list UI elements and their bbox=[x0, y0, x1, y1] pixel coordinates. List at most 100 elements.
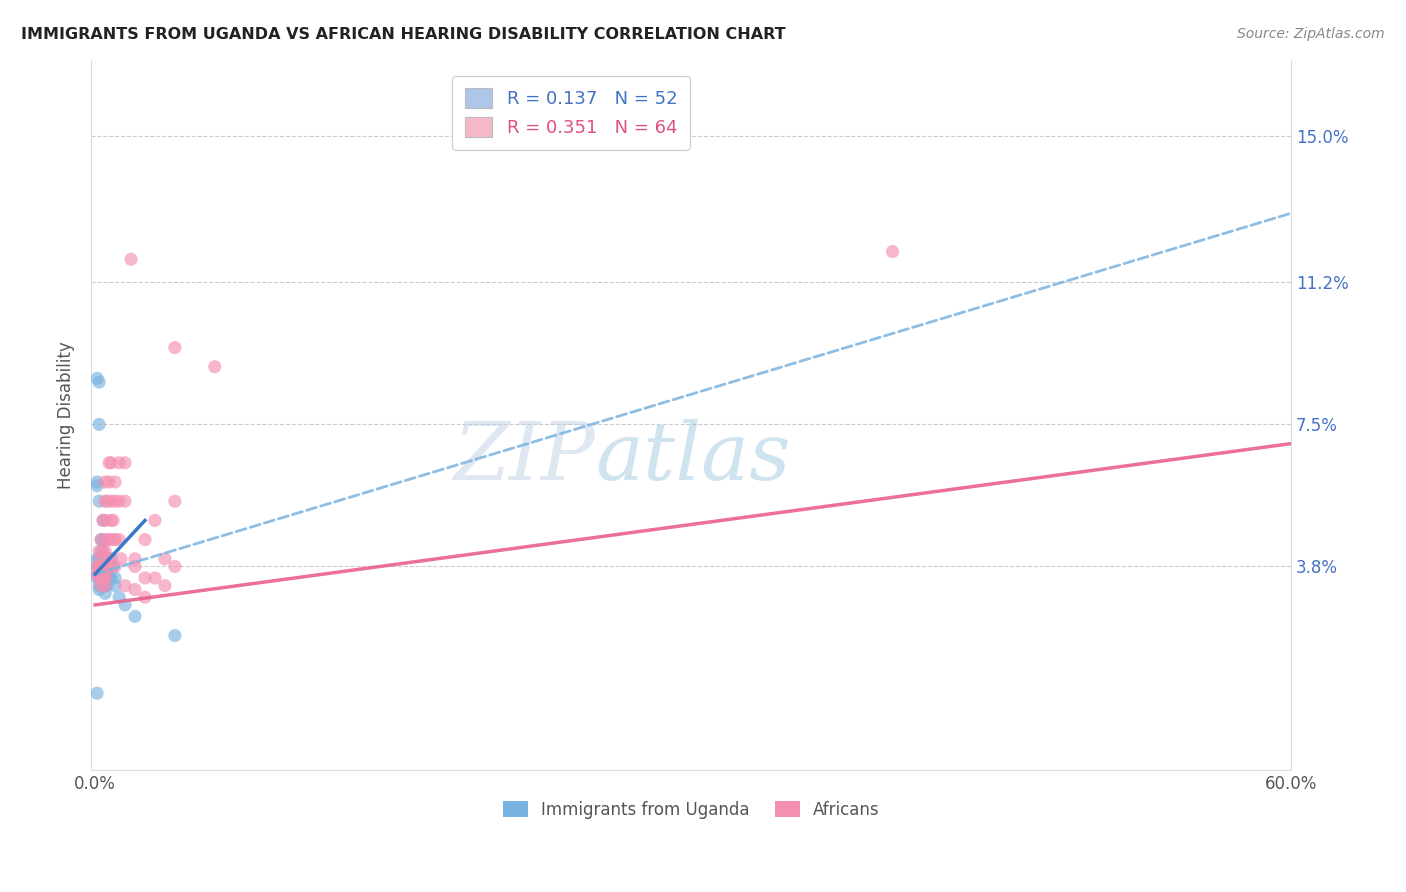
Point bbox=[153, 579, 176, 593]
Point bbox=[114, 494, 136, 508]
Point bbox=[114, 456, 136, 470]
Point bbox=[96, 559, 118, 574]
Point bbox=[98, 475, 121, 489]
Point bbox=[98, 559, 121, 574]
Point bbox=[100, 494, 122, 508]
Point bbox=[90, 551, 112, 566]
Point bbox=[100, 456, 122, 470]
Point bbox=[96, 579, 118, 593]
Point bbox=[91, 559, 114, 574]
Point bbox=[90, 571, 112, 585]
Point bbox=[163, 494, 186, 508]
Point bbox=[104, 559, 127, 574]
Point bbox=[124, 582, 146, 597]
Point bbox=[86, 371, 108, 385]
Y-axis label: Hearing Disability: Hearing Disability bbox=[58, 341, 75, 489]
Point bbox=[100, 513, 122, 527]
Point bbox=[94, 494, 117, 508]
Point bbox=[94, 567, 117, 582]
Point bbox=[86, 475, 108, 489]
Point bbox=[89, 544, 111, 558]
Point bbox=[104, 571, 127, 585]
Point bbox=[94, 571, 117, 585]
Point bbox=[91, 513, 114, 527]
Point bbox=[90, 559, 112, 574]
Point bbox=[90, 579, 112, 593]
Point bbox=[94, 551, 117, 566]
Point bbox=[101, 533, 124, 547]
Point bbox=[86, 479, 108, 493]
Point bbox=[94, 571, 117, 585]
Point bbox=[153, 551, 176, 566]
Point bbox=[86, 567, 108, 582]
Point bbox=[91, 533, 114, 547]
Point bbox=[94, 544, 117, 558]
Point bbox=[96, 571, 118, 585]
Point bbox=[86, 551, 108, 566]
Point bbox=[124, 551, 146, 566]
Point bbox=[98, 571, 121, 585]
Point bbox=[96, 559, 118, 574]
Point bbox=[94, 559, 117, 574]
Point bbox=[124, 559, 146, 574]
Point bbox=[89, 571, 111, 585]
Point bbox=[91, 571, 114, 585]
Point bbox=[89, 417, 111, 432]
Point bbox=[98, 559, 121, 574]
Point bbox=[89, 559, 111, 574]
Point bbox=[134, 533, 156, 547]
Point bbox=[104, 579, 127, 593]
Point bbox=[91, 559, 114, 574]
Point bbox=[89, 494, 111, 508]
Point bbox=[89, 567, 111, 582]
Point bbox=[143, 513, 166, 527]
Text: Source: ZipAtlas.com: Source: ZipAtlas.com bbox=[1237, 27, 1385, 41]
Point bbox=[86, 559, 108, 574]
Point bbox=[100, 571, 122, 585]
Point bbox=[89, 551, 111, 566]
Point bbox=[90, 544, 112, 558]
Point bbox=[86, 559, 108, 574]
Point bbox=[96, 494, 118, 508]
Point bbox=[90, 567, 112, 582]
Point bbox=[90, 571, 112, 585]
Point bbox=[108, 494, 131, 508]
Point bbox=[108, 533, 131, 547]
Text: ZIP: ZIP bbox=[453, 418, 595, 496]
Point bbox=[94, 579, 117, 593]
Point bbox=[114, 598, 136, 612]
Point bbox=[124, 609, 146, 624]
Text: atlas: atlas bbox=[595, 418, 790, 496]
Point bbox=[96, 551, 118, 566]
Point bbox=[89, 375, 111, 389]
Point bbox=[101, 513, 124, 527]
Point bbox=[90, 533, 112, 547]
Point bbox=[120, 252, 142, 267]
Point bbox=[86, 686, 108, 700]
Point bbox=[100, 559, 122, 574]
Point bbox=[98, 533, 121, 547]
Point bbox=[86, 571, 108, 585]
Point bbox=[96, 533, 118, 547]
Point bbox=[104, 494, 127, 508]
Point bbox=[91, 513, 114, 527]
Point bbox=[104, 533, 127, 547]
Point bbox=[882, 244, 904, 259]
Point bbox=[89, 582, 111, 597]
Point bbox=[100, 551, 122, 566]
Point bbox=[90, 551, 112, 566]
Point bbox=[134, 591, 156, 605]
Point bbox=[91, 579, 114, 593]
Point bbox=[91, 544, 114, 558]
Point bbox=[94, 567, 117, 582]
Point bbox=[89, 559, 111, 574]
Point bbox=[108, 591, 131, 605]
Point bbox=[90, 559, 112, 574]
Point bbox=[94, 513, 117, 527]
Point bbox=[91, 567, 114, 582]
Point bbox=[163, 629, 186, 643]
Point bbox=[91, 551, 114, 566]
Point bbox=[114, 579, 136, 593]
Point bbox=[134, 571, 156, 585]
Point bbox=[91, 574, 114, 589]
